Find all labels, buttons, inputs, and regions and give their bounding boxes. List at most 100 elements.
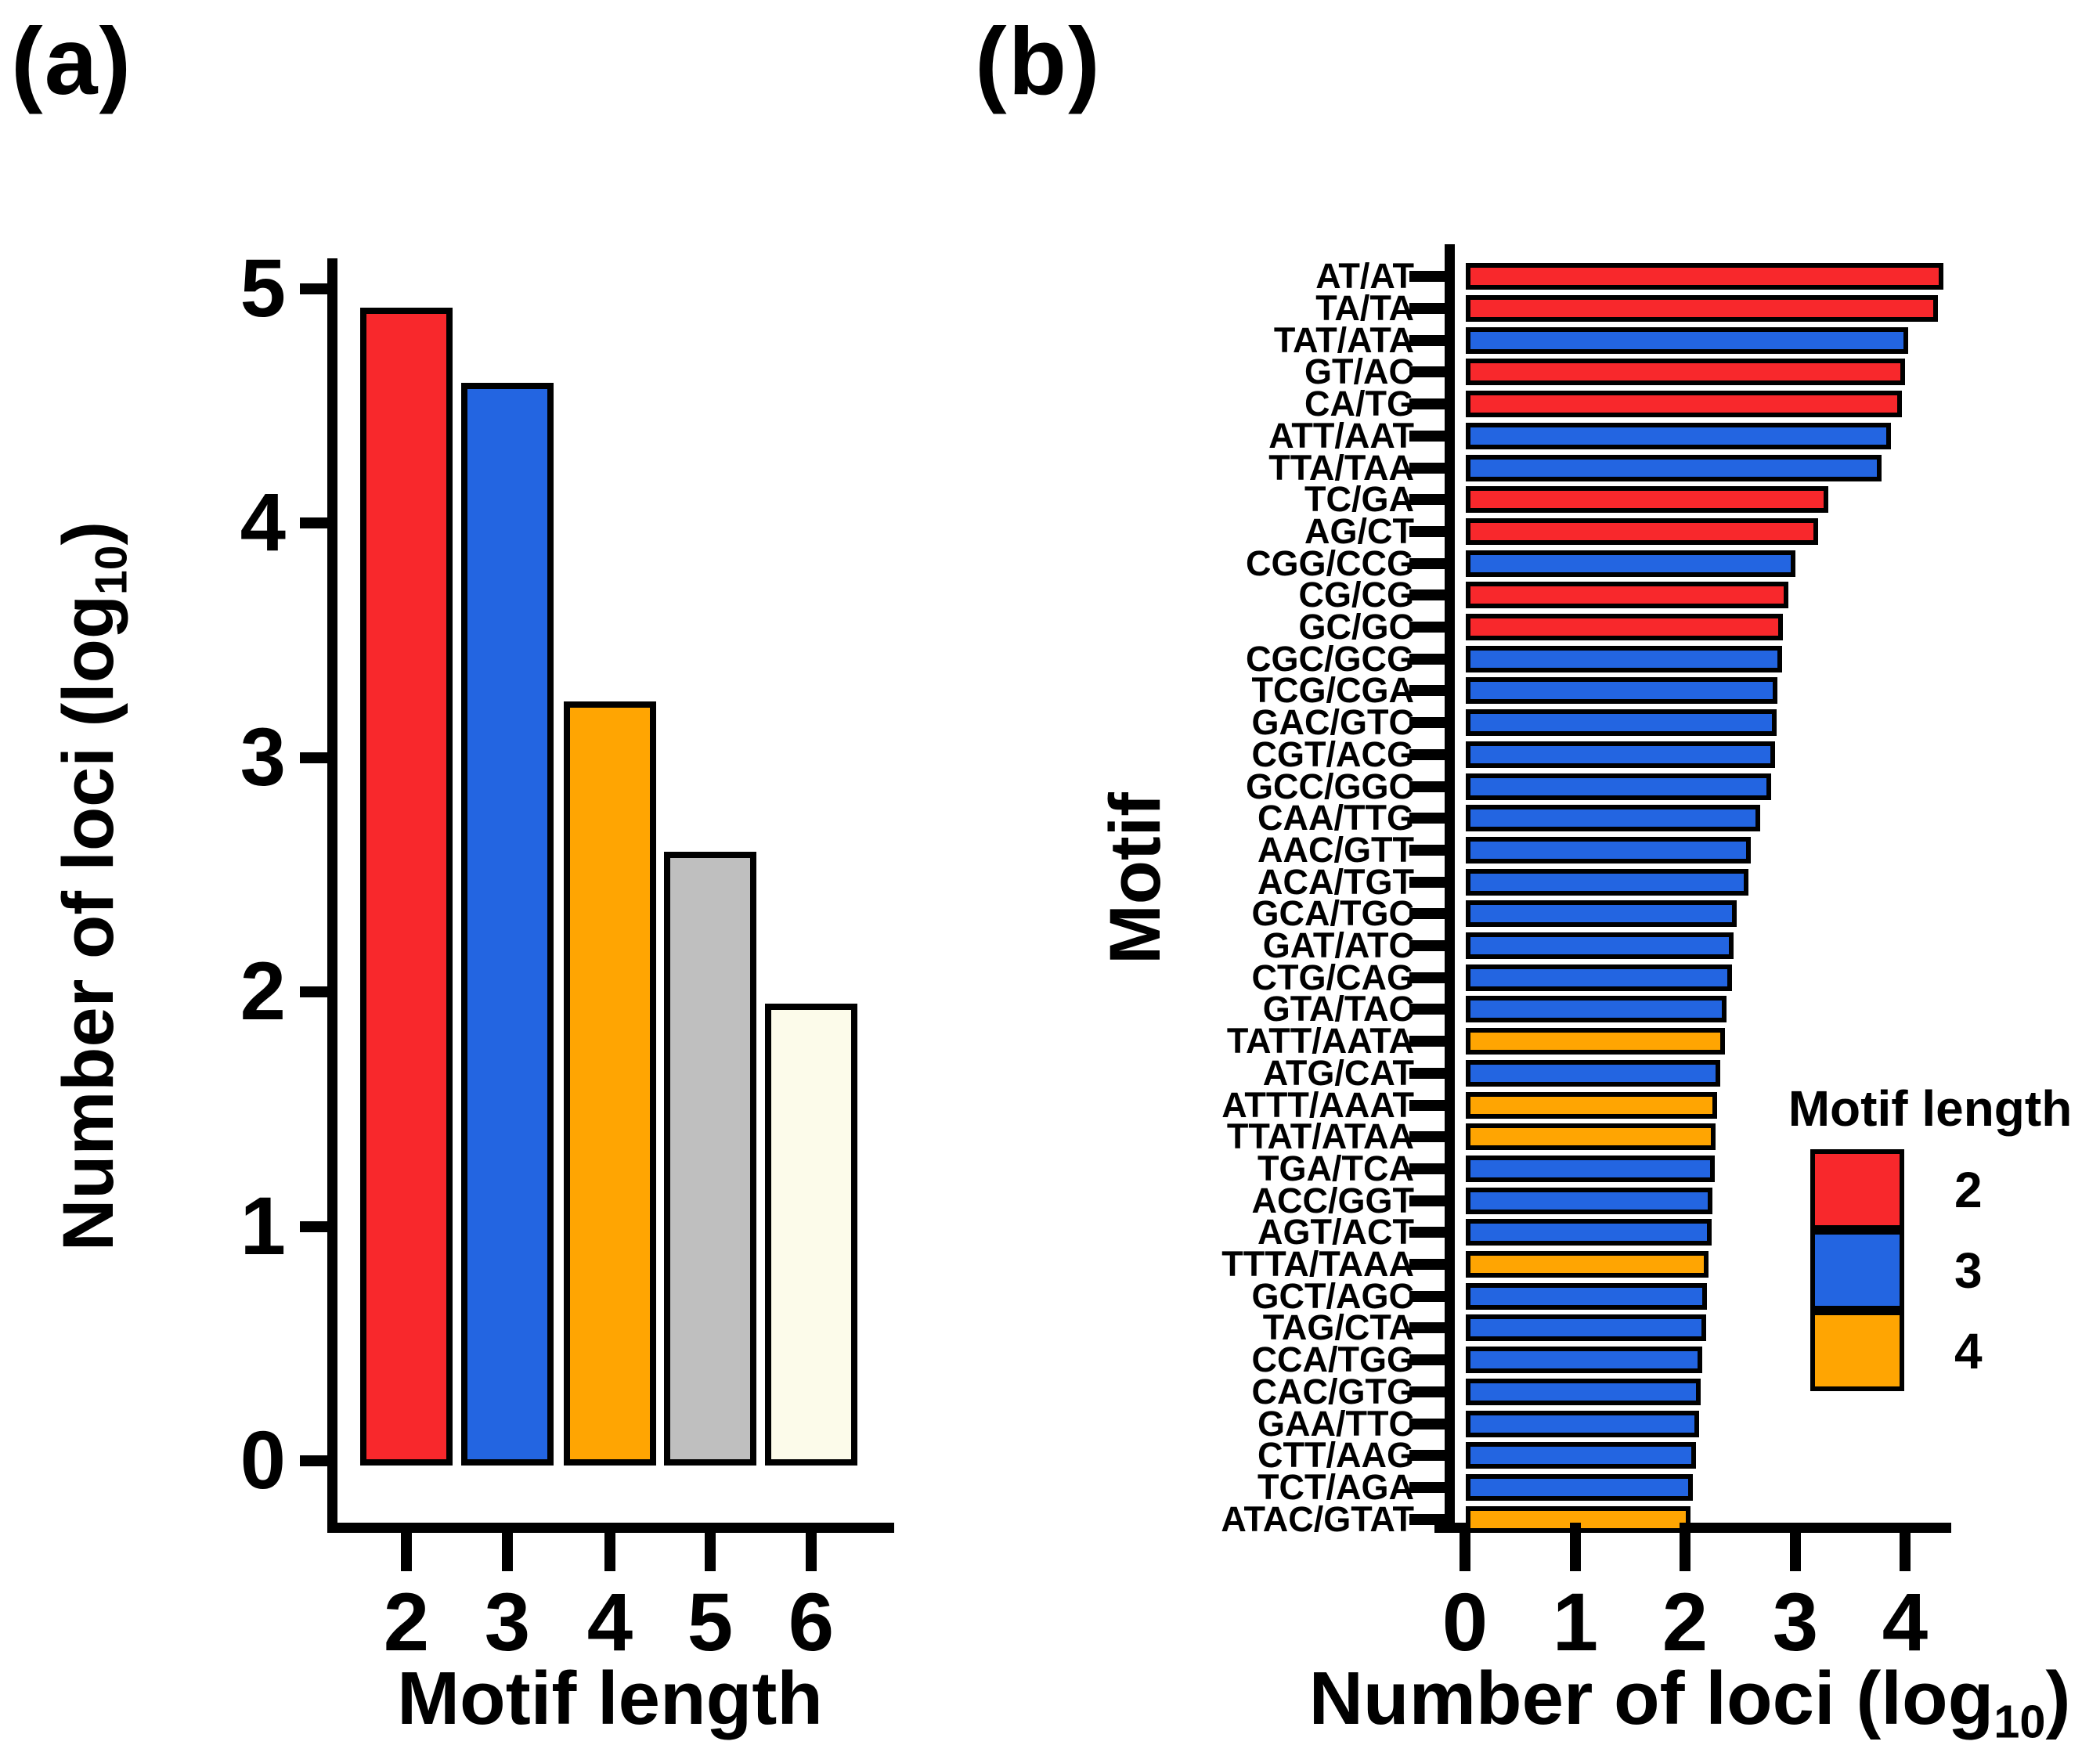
motif-tick-32	[1409, 1291, 1445, 1302]
motif-tick-25	[1409, 1068, 1445, 1079]
b-x-tick-label-1: 1	[1552, 1577, 1599, 1668]
bar-motif-37	[1466, 1442, 1696, 1469]
b-x-tick-4	[1900, 1523, 1911, 1571]
motif-tick-5	[1409, 431, 1445, 442]
bar-motif-32	[1466, 1283, 1707, 1310]
y-tick-1	[300, 1221, 337, 1232]
motif-label-10: CG/CG	[1298, 575, 1414, 615]
motif-tick-38	[1409, 1482, 1445, 1493]
motif-label-5: ATT/AAT	[1268, 416, 1414, 456]
motif-tick-26	[1409, 1100, 1445, 1111]
bar-motif-length-6	[765, 1004, 857, 1466]
panel-b-x-axis-title-text: Number of loci (log	[1308, 1657, 1994, 1740]
motif-label-38: TCT/AGA	[1257, 1467, 1414, 1507]
motif-label-31: TTTA/TAAA	[1221, 1244, 1414, 1284]
bar-motif-length-2	[360, 308, 453, 1466]
bar-motif-36	[1466, 1411, 1699, 1437]
bar-motif-22	[1466, 964, 1732, 991]
bar-motif-35	[1466, 1379, 1701, 1405]
motif-tick-14	[1409, 717, 1445, 728]
motif-tick-37	[1409, 1450, 1445, 1461]
motif-tick-12	[1409, 654, 1445, 665]
motif-label-29: ACC/GGT	[1251, 1181, 1415, 1220]
legend-swatch-length-4	[1810, 1311, 1904, 1391]
bar-motif-27	[1466, 1123, 1716, 1150]
bar-motif-17	[1466, 805, 1760, 831]
bar-motif-29	[1466, 1188, 1712, 1214]
y-tick-label-4: 4	[240, 477, 286, 568]
bar-motif-19	[1466, 869, 1748, 896]
bar-motif-25	[1466, 1060, 1720, 1087]
motif-tick-34	[1409, 1354, 1445, 1365]
motif-label-19: ACA/TGT	[1257, 862, 1414, 902]
legend-label-length-4: 4	[1954, 1323, 1983, 1379]
bar-motif-9	[1466, 550, 1795, 577]
y-tick-label-5: 5	[240, 243, 286, 334]
motif-tick-24	[1409, 1036, 1445, 1047]
motif-tick-35	[1409, 1386, 1445, 1397]
legend-swatch-length-2	[1810, 1149, 1904, 1230]
x-tick-label-5: 5	[687, 1577, 734, 1668]
motif-tick-28	[1409, 1163, 1445, 1174]
bar-motif-33	[1466, 1314, 1706, 1341]
legend-swatch-length-3	[1810, 1230, 1904, 1311]
motif-label-13: TCG/CGA	[1251, 670, 1415, 710]
motif-tick-20	[1409, 908, 1445, 919]
bar-motif-6	[1466, 455, 1882, 481]
motif-tick-7	[1409, 494, 1445, 505]
bar-motif-15	[1466, 741, 1775, 768]
motif-label-14: GAC/GTC	[1251, 702, 1415, 742]
motif-label-28: TGA/TCA	[1257, 1148, 1414, 1188]
bar-motif-length-3	[461, 383, 554, 1466]
bar-motif-38	[1466, 1474, 1693, 1501]
motif-tick-11	[1409, 622, 1445, 633]
motif-tick-8	[1409, 526, 1445, 537]
motif-tick-10	[1409, 589, 1445, 600]
y-tick-label-1: 1	[240, 1181, 286, 1272]
b-x-tick-3	[1790, 1523, 1801, 1571]
motif-tick-2	[1409, 335, 1445, 346]
motif-label-32: GCT/AGC	[1251, 1276, 1415, 1316]
y-tick-4	[300, 517, 337, 528]
b-x-tick-label-4: 4	[1882, 1577, 1929, 1668]
bar-motif-7	[1466, 486, 1828, 513]
bar-motif-18	[1466, 837, 1751, 863]
panel-b-x-axis-title-close: )	[2045, 1657, 2071, 1740]
motif-tick-6	[1409, 463, 1445, 474]
motif-label-17: CAA/TTG	[1257, 798, 1414, 838]
panel-a-y-axis-title: Number of loci (log10)	[49, 260, 136, 1512]
motif-tick-0	[1409, 271, 1445, 282]
panel-a-y-axis-title-text: Number of loci (log	[49, 594, 128, 1252]
bar-motif-28	[1466, 1156, 1715, 1182]
motif-tick-17	[1409, 813, 1445, 824]
x-tick-5	[705, 1523, 716, 1571]
x-tick-label-3: 3	[484, 1577, 531, 1668]
motif-tick-29	[1409, 1195, 1445, 1206]
motif-tick-19	[1409, 877, 1445, 888]
x-tick-6	[806, 1523, 817, 1571]
motif-label-20: GCA/TGC	[1251, 893, 1415, 933]
motif-label-21: GAT/ATC	[1262, 925, 1414, 965]
motif-label-9: CGG/CCG	[1245, 543, 1414, 583]
x-tick-3	[502, 1523, 513, 1571]
b-x-tick-1	[1570, 1523, 1581, 1571]
motif-label-11: GC/GC	[1298, 607, 1414, 647]
panel-b-y-axis-spine	[1445, 244, 1455, 1533]
bar-motif-length-4	[564, 701, 656, 1466]
motif-tick-3	[1409, 366, 1445, 377]
motif-tick-16	[1409, 781, 1445, 792]
x-tick-2	[401, 1523, 412, 1571]
bar-motif-24	[1466, 1028, 1725, 1055]
y-tick-3	[300, 752, 337, 763]
motif-label-39: ATAC/GTAT	[1221, 1499, 1414, 1539]
motif-tick-39	[1409, 1514, 1445, 1525]
motif-label-18: AAC/GTT	[1257, 830, 1414, 870]
b-x-tick-label-2: 2	[1662, 1577, 1709, 1668]
panel-a-label: (a)	[11, 8, 133, 114]
motif-label-25: ATG/CAT	[1262, 1053, 1414, 1093]
panel-a-x-axis-title: Motif length	[397, 1657, 823, 1740]
motif-label-2: TAT/ATA	[1273, 320, 1414, 360]
b-x-tick-label-0: 0	[1441, 1577, 1488, 1668]
panel-b-x-axis-title-subscript: 10	[1994, 1695, 2046, 1745]
motif-tick-13	[1409, 685, 1445, 696]
